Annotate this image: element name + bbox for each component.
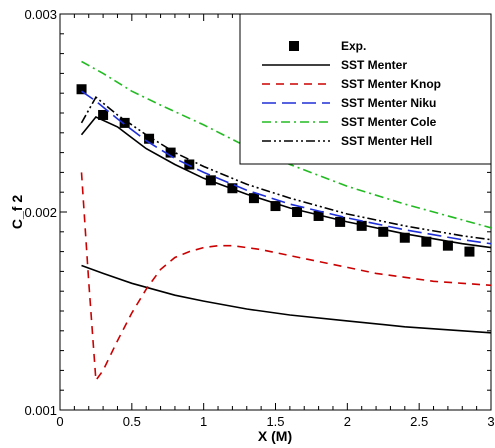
legend: Exp. SST Menter SST Menter Knop SST Menter …: [239, 13, 492, 165]
exp-data-point: [356, 220, 367, 231]
series-line-sst-menter-hell: [80, 95, 491, 241]
series-line-sst-menter-niku: [81, 90, 491, 245]
y-tick-label: 0.001: [24, 403, 57, 418]
legend-label-sst-menter-hell: SST Menter Hell: [341, 134, 432, 148]
series-line-sst-menter: [81, 264, 491, 334]
legend-label-exp: Exp.: [341, 39, 366, 53]
legend-label-sst-menter-niku: SST Menter Niku: [341, 96, 436, 110]
exp-data-point: [119, 117, 130, 128]
axis-ticks: 0 0.5 1 1.5 2 2.5 3 0.001 0.002 0.003: [24, 7, 494, 429]
y-tick-label: 0.002: [24, 205, 57, 220]
series-layer: [76, 60, 491, 383]
legend-swatch-exp: [289, 41, 299, 51]
exp-data-point: [335, 216, 346, 227]
exp-data-point: [144, 133, 155, 144]
exp-data-point: [184, 159, 195, 170]
x-tick-label: 3: [487, 414, 494, 429]
series-line-sst-menter-knop: [80, 172, 491, 383]
x-tick-label: 2: [344, 414, 351, 429]
exp-data-point: [378, 226, 389, 237]
exp-data-point: [464, 246, 475, 257]
exp-data-point: [442, 240, 453, 251]
legend-label-sst-menter: SST Menter: [341, 58, 407, 72]
x-tick-label: 0: [56, 414, 63, 429]
y-tick-label: 0.003: [24, 7, 57, 22]
exp-data-point: [165, 147, 176, 158]
exp-data-point: [421, 236, 432, 247]
exp-data-point: [98, 109, 109, 120]
x-axis-title: X (M): [258, 428, 292, 444]
legend-box: [239, 13, 492, 165]
exp-data-point: [399, 232, 410, 243]
legend-label-sst-menter-knop: SST Menter Knop: [341, 77, 441, 91]
legend-label-sst-menter-cole: SST Menter Cole: [341, 115, 437, 129]
x-tick-label: 1.5: [266, 414, 284, 429]
exp-data-point: [313, 210, 324, 221]
series-line-sst-menter: [80, 116, 491, 249]
x-tick-label: 2.5: [410, 414, 428, 429]
exp-data-point: [292, 207, 303, 217]
exp-data-point: [270, 201, 281, 212]
series-line-sst-menter-cole: [81, 60, 491, 229]
x-tick-label: 1: [200, 414, 207, 429]
exp-data-point: [248, 193, 259, 204]
exp-data-point: [76, 84, 87, 95]
y-axis-title: C_f 2: [9, 195, 25, 229]
x-tick-label: 0.5: [123, 414, 141, 429]
